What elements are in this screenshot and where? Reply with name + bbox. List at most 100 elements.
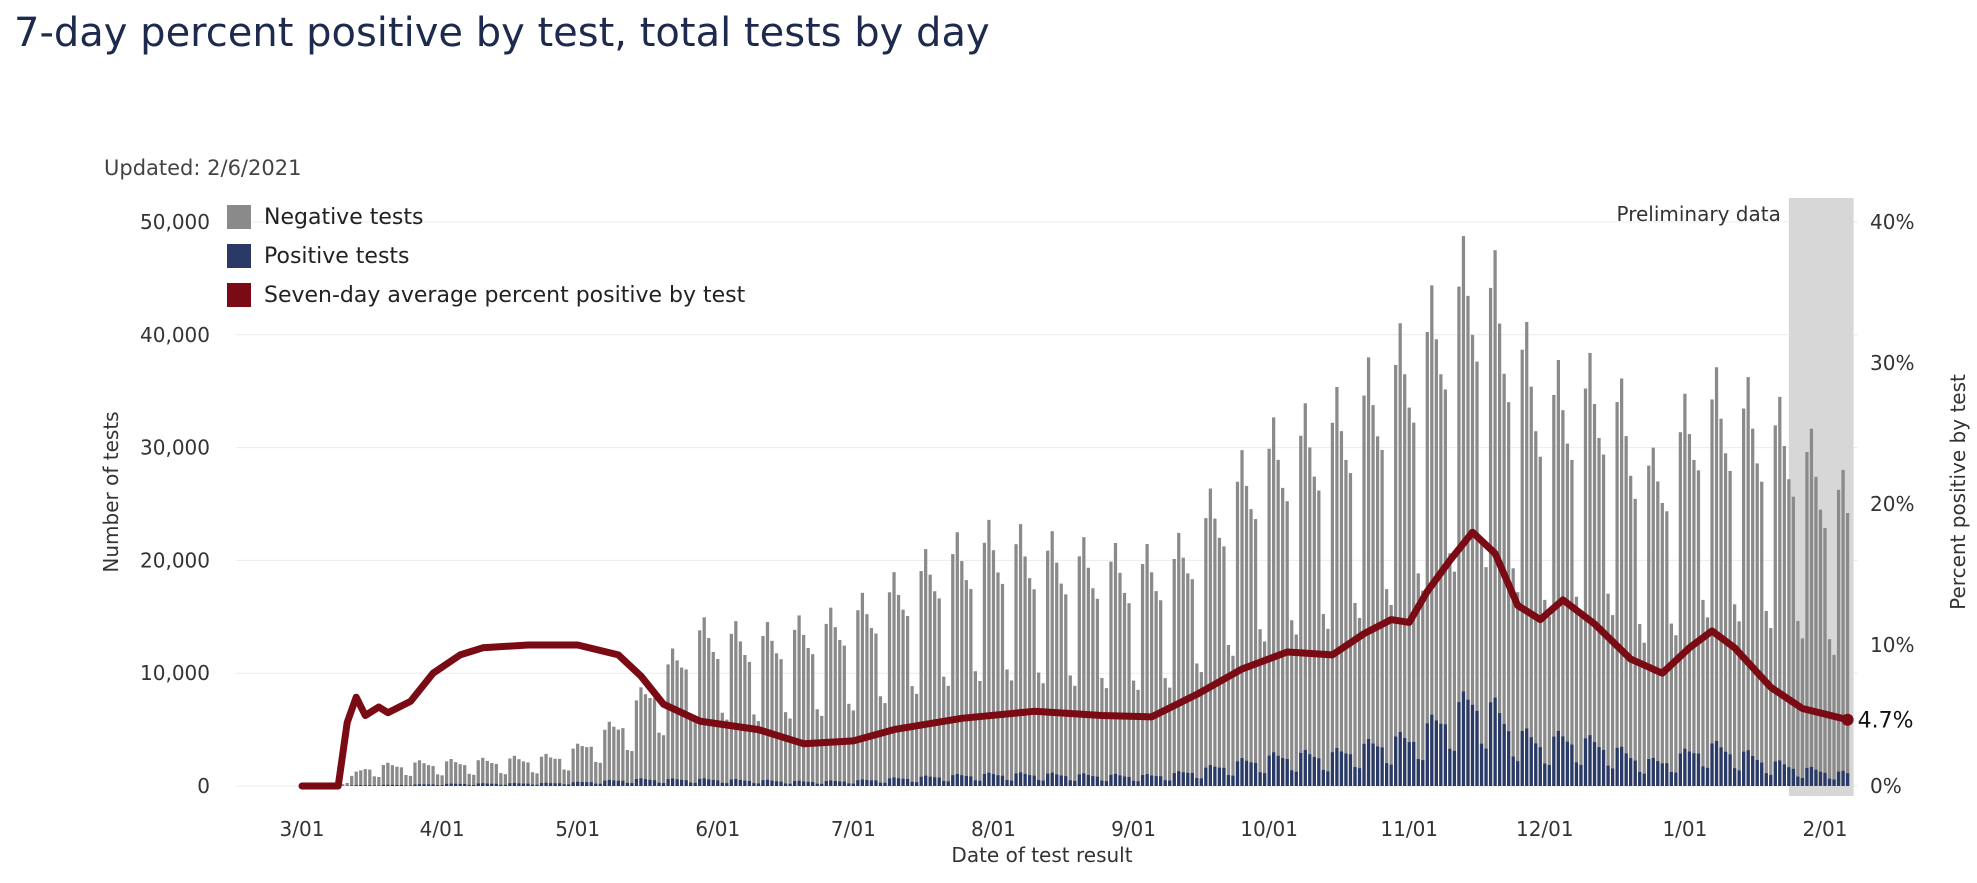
bar-negative — [1253, 519, 1258, 786]
bar-positive — [1303, 749, 1307, 786]
bar-positive — [738, 779, 742, 786]
bar-negative — [1728, 470, 1732, 786]
bar-negative — [955, 532, 959, 786]
y-right-tick-label: 0% — [1870, 774, 1902, 798]
bar-positive — [1000, 775, 1005, 786]
bar-positive — [982, 773, 987, 786]
bar-positive — [1642, 773, 1646, 786]
bar-negative — [1565, 443, 1570, 786]
bar-negative — [1131, 680, 1136, 786]
x-tick-label: 12/01 — [1516, 817, 1574, 841]
bar-positive — [702, 778, 706, 786]
bar-positive — [865, 780, 869, 786]
bar-negative — [1267, 448, 1271, 786]
x-tick-label: 4/01 — [420, 817, 465, 841]
bar-positive — [1479, 743, 1484, 786]
bar-negative — [752, 714, 756, 786]
bar-positive — [883, 782, 887, 786]
bar-negative — [973, 671, 978, 786]
bar-positive — [914, 782, 919, 786]
bar-negative — [354, 771, 358, 786]
bar-negative — [1791, 496, 1795, 786]
bar-positive — [1434, 720, 1438, 786]
bar-positive — [1068, 780, 1072, 786]
bar-negative — [1073, 685, 1077, 786]
bar-positive — [1276, 755, 1280, 786]
x-tick-label: 2/01 — [1803, 817, 1848, 841]
bar-negative — [910, 686, 914, 786]
y-left-tick-label: 40,000 — [140, 323, 210, 347]
bar-positive — [779, 781, 783, 786]
bar-negative — [567, 770, 571, 786]
bar-positive — [1353, 767, 1357, 786]
bar-positive — [1145, 774, 1149, 786]
bar-negative — [1037, 672, 1041, 786]
bar-positive — [1805, 767, 1809, 786]
bar-positive — [557, 783, 562, 786]
bar-positive — [1601, 749, 1606, 786]
bar-positive — [417, 784, 422, 786]
bar-positive — [1556, 730, 1560, 786]
bar-positive — [1407, 742, 1411, 786]
bar-negative — [996, 572, 1000, 786]
bar-negative — [1787, 479, 1791, 786]
bar-positive — [1737, 770, 1741, 786]
bar-negative — [842, 645, 846, 786]
bar-negative — [1597, 437, 1601, 786]
bar-positive — [1742, 751, 1746, 786]
bar-negative — [1701, 599, 1705, 786]
bar-positive — [1714, 740, 1719, 786]
bar-negative — [1145, 543, 1149, 786]
bar-positive — [1222, 767, 1226, 786]
bar-positive — [1213, 766, 1217, 786]
bar-positive — [1059, 775, 1063, 786]
bar-negative — [783, 712, 788, 786]
bar-positive — [670, 778, 675, 786]
bar-negative — [1764, 611, 1768, 786]
bar-negative — [377, 777, 381, 786]
bar-negative — [1434, 339, 1438, 786]
bar-positive — [1769, 774, 1773, 786]
bar-negative — [901, 609, 905, 786]
bar-positive — [1009, 780, 1014, 786]
bar-positive — [1032, 775, 1036, 786]
bar-positive — [571, 782, 575, 786]
bar-positive — [820, 783, 824, 786]
bar-negative — [1208, 488, 1213, 786]
bar-negative — [1136, 689, 1140, 786]
bar-positive — [1385, 763, 1389, 786]
bar-negative — [982, 542, 987, 786]
bar-negative — [1159, 600, 1163, 786]
bar-negative — [485, 760, 489, 786]
bar-positive — [1457, 702, 1461, 786]
bar-positive — [1267, 755, 1271, 786]
bar-negative — [1357, 617, 1362, 786]
bar-positive — [1638, 771, 1642, 786]
bar-negative — [345, 782, 349, 786]
bar-negative — [964, 580, 968, 786]
bar-positive — [652, 780, 657, 786]
bar-positive — [806, 781, 810, 786]
bar-negative — [689, 716, 693, 786]
percent-positive-line — [298, 528, 1852, 790]
bar-positive — [1312, 756, 1316, 786]
y-right-tick-label: 30% — [1870, 351, 1914, 375]
bar-negative — [1511, 568, 1515, 786]
bar-positive — [1502, 724, 1506, 786]
bar-positive — [851, 783, 855, 786]
bar-negative — [942, 676, 946, 786]
bar-positive — [1439, 723, 1443, 786]
bar-positive — [1258, 772, 1262, 786]
bar-positive — [1525, 728, 1529, 786]
bar-positive — [711, 780, 715, 786]
bar-positive — [1253, 762, 1258, 786]
bar-positive — [368, 785, 372, 786]
bar-positive — [1136, 781, 1140, 786]
bar-positive — [390, 784, 395, 786]
bar-positive — [1086, 774, 1090, 786]
bar-negative — [1104, 688, 1109, 786]
bar-positive — [1403, 738, 1407, 786]
bar-negative — [1425, 331, 1429, 786]
bar-positive — [476, 783, 480, 786]
